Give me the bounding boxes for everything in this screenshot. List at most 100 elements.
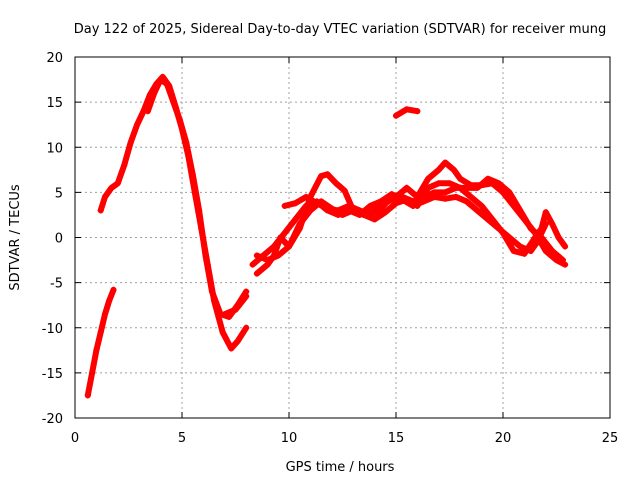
data-point xyxy=(442,159,449,166)
data-point xyxy=(106,297,113,304)
data-point xyxy=(303,193,310,200)
y-tick-label: 10 xyxy=(46,141,63,156)
data-point xyxy=(202,252,209,259)
data-point xyxy=(324,171,331,178)
data-point xyxy=(474,207,481,214)
data-point xyxy=(134,121,141,128)
data-point xyxy=(127,139,134,146)
data-point xyxy=(562,243,569,250)
grid xyxy=(75,57,610,418)
y-tick-label: -20 xyxy=(42,412,63,427)
data-point xyxy=(399,196,406,203)
data-point xyxy=(485,175,492,182)
series-arc-a xyxy=(84,286,117,399)
data-point xyxy=(457,175,464,182)
data-point xyxy=(431,193,438,200)
data-point xyxy=(183,139,190,146)
data-point xyxy=(114,180,121,187)
data-point xyxy=(101,193,108,200)
data-point xyxy=(435,166,442,173)
chart-title: Day 122 of 2025, Sidereal Day-to-day VTE… xyxy=(74,22,607,37)
data-point xyxy=(442,195,449,202)
data-point xyxy=(286,243,292,250)
data-point xyxy=(367,202,374,209)
data-point xyxy=(410,202,417,209)
data-point xyxy=(84,392,91,399)
data-point xyxy=(382,209,389,216)
data-series xyxy=(84,73,569,399)
data-point xyxy=(219,329,226,336)
data-point xyxy=(93,347,100,354)
data-point xyxy=(474,184,481,191)
data-point xyxy=(324,207,331,214)
data-point xyxy=(176,117,183,124)
data-point xyxy=(313,198,320,205)
data-point xyxy=(189,171,196,178)
data-point xyxy=(281,229,288,236)
data-point xyxy=(446,180,453,187)
data-point xyxy=(97,207,104,214)
data-point xyxy=(249,261,256,268)
data-point xyxy=(108,184,115,191)
data-point xyxy=(478,202,485,209)
data-point xyxy=(296,225,303,232)
data-point xyxy=(341,187,348,194)
data-point xyxy=(243,293,250,300)
x-tick-label: 10 xyxy=(281,431,298,446)
data-point xyxy=(463,198,470,205)
data-point xyxy=(562,261,569,268)
data-point xyxy=(144,108,151,115)
data-point xyxy=(303,202,310,209)
data-point xyxy=(196,207,203,214)
data-point xyxy=(378,205,385,212)
data-point xyxy=(260,252,267,259)
series-arc-b xyxy=(97,73,250,352)
data-point xyxy=(534,239,541,246)
data-point xyxy=(414,108,421,115)
data-point xyxy=(335,211,342,218)
data-point xyxy=(542,220,549,227)
data-point xyxy=(275,252,282,259)
data-point xyxy=(559,257,566,264)
x-tick-label: 0 xyxy=(71,431,79,446)
data-point xyxy=(292,200,299,207)
data-point xyxy=(425,175,432,182)
data-point xyxy=(228,345,235,352)
series-arc-c xyxy=(144,76,250,320)
data-point xyxy=(151,90,158,97)
data-point xyxy=(555,234,562,241)
data-point xyxy=(442,189,449,196)
data-point xyxy=(420,198,427,205)
y-tick-label: 15 xyxy=(46,96,63,111)
x-axis-label: GPS time / hours xyxy=(286,460,395,475)
data-point xyxy=(403,184,410,191)
data-point xyxy=(403,106,410,113)
data-point xyxy=(221,311,228,318)
data-point xyxy=(164,81,171,88)
data-point xyxy=(232,306,239,313)
data-point xyxy=(170,99,177,106)
data-point xyxy=(485,216,492,223)
y-tick-label: 0 xyxy=(55,232,63,247)
data-point xyxy=(253,270,260,277)
data-point xyxy=(435,180,442,187)
data-point xyxy=(452,184,459,191)
data-point xyxy=(157,76,164,83)
data-point xyxy=(521,250,528,257)
y-axis-label: SDTVAR / TECUs xyxy=(8,184,23,291)
data-point xyxy=(506,189,513,196)
data-point xyxy=(517,207,524,214)
data-point xyxy=(371,216,378,223)
y-tick-label: -5 xyxy=(50,277,63,292)
data-point xyxy=(495,180,502,187)
y-tick-label: -10 xyxy=(42,322,63,337)
data-point xyxy=(450,166,457,173)
x-tick-label: 25 xyxy=(602,431,619,446)
data-point xyxy=(542,248,549,255)
data-point xyxy=(243,324,250,331)
data-point xyxy=(292,216,299,223)
data-point xyxy=(527,225,534,232)
y-tick-label: 20 xyxy=(46,51,63,66)
data-point xyxy=(388,191,395,198)
